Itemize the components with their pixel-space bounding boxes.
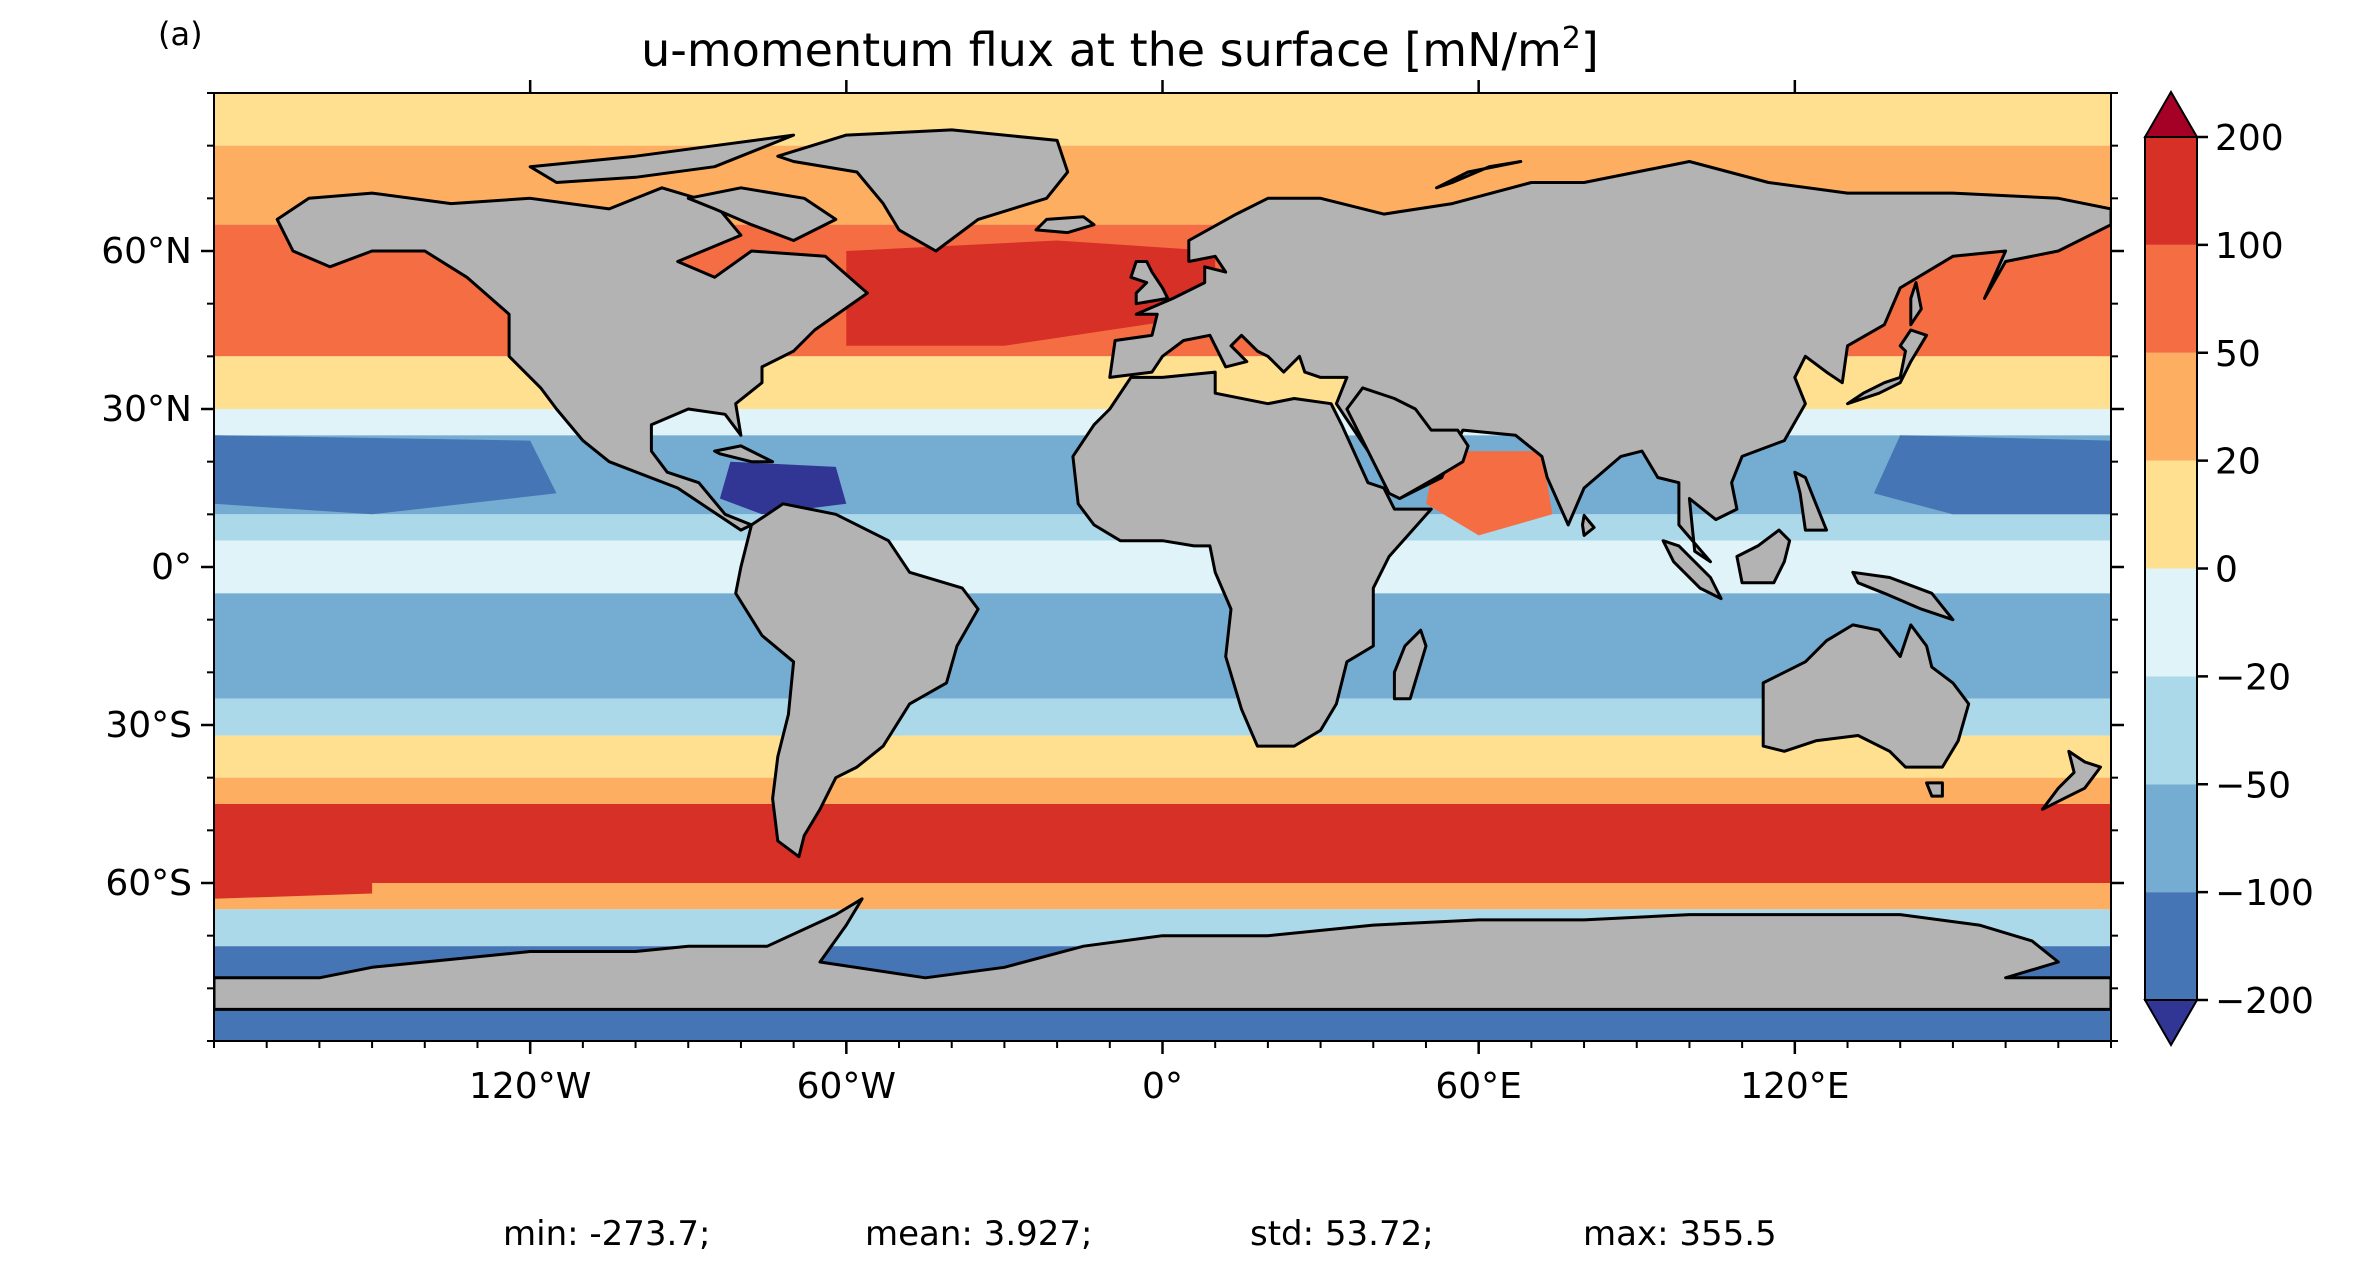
lat-tick-label: 60°N bbox=[101, 231, 192, 272]
colorbar-segment bbox=[2145, 784, 2197, 893]
flux-band bbox=[214, 735, 2111, 778]
title-superscript: 2 bbox=[1562, 21, 1581, 56]
land-masses bbox=[214, 128, 2111, 1011]
colorbar-segment bbox=[2145, 137, 2197, 245]
land-new-zealand bbox=[2041, 749, 2102, 811]
map-axes: 120°W 60°W 0° 60°E 120°E 60°N 30°N 0° 30°S 60°S bbox=[101, 80, 2124, 1107]
flux-band bbox=[214, 883, 2111, 910]
lat-tick-label: 30°N bbox=[101, 389, 192, 430]
lat-tick-label: 0° bbox=[151, 547, 192, 588]
colorbar-tick-label: 20 bbox=[2215, 442, 2261, 483]
land-tasmania bbox=[1925, 781, 1944, 798]
land-australia bbox=[1761, 623, 1971, 769]
land-sakhalin bbox=[1909, 281, 1923, 327]
colorbar-segment bbox=[2145, 352, 2197, 461]
land-africa bbox=[1071, 370, 1433, 748]
land-greenland bbox=[776, 128, 1070, 253]
colorbar-tick-label: −200 bbox=[2215, 981, 2314, 1022]
colorbar-segment bbox=[2145, 244, 2197, 353]
colorbar-extend-min bbox=[2143, 999, 2199, 1047]
colorbar-extend-max bbox=[2143, 90, 2199, 138]
land-sumatra bbox=[1661, 539, 1723, 601]
stat-mean: mean: 3.927; bbox=[865, 1214, 1092, 1254]
land-new-guinea bbox=[1851, 570, 1955, 622]
panel-label: (a) bbox=[158, 15, 203, 53]
stat-std: std: 53.72; bbox=[1250, 1214, 1434, 1254]
title-end: ] bbox=[1581, 23, 1599, 77]
flux-highlight bbox=[951, 804, 2111, 883]
colorbar-segment bbox=[2145, 460, 2197, 569]
land-sri-lanka bbox=[1581, 513, 1596, 537]
land-uk bbox=[1129, 260, 1170, 306]
land-madagascar bbox=[1392, 628, 1428, 701]
colorbar-segment bbox=[2145, 892, 2197, 1000]
flux-highlight bbox=[846, 240, 1216, 346]
stat-min: min: -273.7; bbox=[503, 1214, 710, 1254]
colorbar-tick-label: 0 bbox=[2215, 550, 2238, 591]
lon-tick-label: 60°E bbox=[1435, 1066, 1522, 1107]
land-cuba bbox=[713, 444, 775, 464]
colorbar-tick-label: −20 bbox=[2215, 657, 2291, 698]
colorbar-tick-label: 50 bbox=[2215, 334, 2261, 375]
land-philippines bbox=[1793, 470, 1828, 532]
flux-band bbox=[214, 777, 2111, 804]
colorbar-tick-label: 200 bbox=[2215, 118, 2284, 159]
title-main: u-momentum flux at the surface [mN/m bbox=[641, 23, 1562, 77]
lon-tick-label: 120°E bbox=[1740, 1066, 1849, 1107]
flux-highlight bbox=[1426, 451, 1553, 536]
lon-tick-label: 60°W bbox=[797, 1066, 896, 1107]
lon-tick-label: 120°W bbox=[469, 1066, 591, 1107]
lat-tick-label: 30°S bbox=[105, 705, 192, 746]
land-south-america bbox=[734, 502, 980, 859]
land-arabia bbox=[1345, 386, 1470, 500]
stats-line: min: -273.7; mean: 3.927; std: 53.72; ma… bbox=[503, 1214, 1777, 1254]
flux-highlight bbox=[719, 461, 847, 515]
land-eurasia bbox=[1108, 160, 2111, 564]
flux-highlight bbox=[214, 861, 373, 899]
flux-highlight bbox=[214, 435, 557, 515]
land-baffin bbox=[686, 186, 838, 242]
land-borneo bbox=[1735, 528, 1792, 585]
flux-band bbox=[214, 540, 2111, 594]
chart-title: u-momentum flux at the surface [mN/m2] bbox=[641, 21, 1599, 77]
land-svalbard-novaya bbox=[1435, 160, 1523, 190]
map-ticks: 120°W 60°W 0° 60°E 120°E 60°N 30°N 0° 30°S 60°S bbox=[101, 80, 2124, 1107]
land-iceland bbox=[1034, 215, 1096, 235]
flux-band bbox=[214, 93, 2111, 146]
colorbar-tick-label: −100 bbox=[2215, 873, 2314, 914]
colorbar-tick-label: 100 bbox=[2215, 226, 2284, 267]
land-arctic-islands bbox=[528, 133, 796, 184]
stat-max: max: 355.5 bbox=[1583, 1214, 1777, 1254]
flux-highlight bbox=[1873, 435, 2111, 515]
colorbar-tick-label: −50 bbox=[2215, 765, 2291, 806]
colorbar-segment bbox=[2145, 676, 2197, 785]
land-japan bbox=[1846, 328, 1929, 406]
lat-tick-label: 60°S bbox=[105, 863, 192, 904]
colorbar-segment bbox=[2145, 568, 2197, 677]
lon-tick-label: 0° bbox=[1142, 1066, 1183, 1107]
land-antarctica bbox=[214, 897, 2111, 1011]
